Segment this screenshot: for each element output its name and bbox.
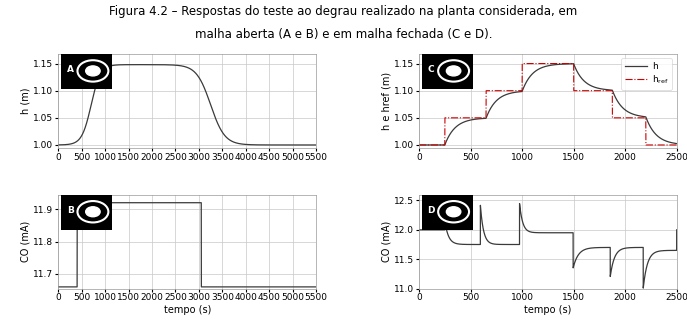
h bbox=[570, 62, 578, 66]
h$_\mathregular{ref}$ bbox=[673, 143, 681, 147]
h bbox=[513, 90, 521, 94]
Text: Figura 4.2 – Respostas do teste ao degrau realizado na planta considerada, em: Figura 4.2 – Respostas do teste ao degra… bbox=[109, 5, 578, 18]
h$_\mathregular{ref}$ bbox=[607, 89, 616, 93]
Line: h: h bbox=[419, 64, 677, 145]
h$_\mathregular{ref}$ bbox=[415, 143, 423, 147]
h bbox=[607, 88, 616, 92]
h$_\mathregular{ref}$ bbox=[518, 62, 526, 66]
h bbox=[673, 141, 681, 145]
Y-axis label: CO (mA): CO (mA) bbox=[21, 221, 31, 262]
Y-axis label: h (m): h (m) bbox=[21, 87, 31, 114]
h bbox=[570, 62, 578, 66]
X-axis label: tempo (s): tempo (s) bbox=[164, 305, 211, 315]
h bbox=[583, 81, 591, 85]
h$_\mathregular{ref}$ bbox=[627, 116, 635, 120]
h bbox=[415, 143, 423, 147]
Y-axis label: h e href (m): h e href (m) bbox=[381, 72, 392, 130]
Text: malha aberta (A e B) e em malha fechada (C e D).: malha aberta (A e B) e em malha fechada … bbox=[194, 28, 493, 41]
X-axis label: tempo (s): tempo (s) bbox=[524, 305, 572, 315]
h$_\mathregular{ref}$ bbox=[583, 89, 591, 93]
h bbox=[627, 111, 635, 115]
h bbox=[462, 119, 470, 123]
Line: h$_\mathregular{ref}$: h$_\mathregular{ref}$ bbox=[419, 64, 677, 145]
h$_\mathregular{ref}$ bbox=[462, 116, 470, 120]
h$_\mathregular{ref}$ bbox=[570, 62, 578, 66]
Legend: h, h$_\mathregular{ref}$: h, h$_\mathregular{ref}$ bbox=[621, 58, 672, 90]
Y-axis label: CO (mA): CO (mA) bbox=[381, 221, 392, 262]
h$_\mathregular{ref}$ bbox=[513, 89, 521, 93]
